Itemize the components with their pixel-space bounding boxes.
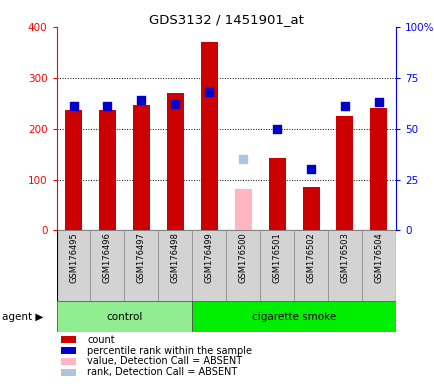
Bar bbox=[65, 110, 82, 230]
Point bbox=[138, 97, 145, 103]
Text: GSM176503: GSM176503 bbox=[340, 233, 349, 283]
Bar bbox=[167, 93, 184, 230]
Bar bbox=[260, 230, 293, 301]
Bar bbox=[56, 230, 90, 301]
Text: percentile rank within the sample: percentile rank within the sample bbox=[87, 346, 251, 356]
Bar bbox=[302, 187, 319, 230]
Bar bbox=[327, 230, 361, 301]
Point bbox=[171, 101, 178, 107]
Bar bbox=[124, 230, 158, 301]
Bar bbox=[201, 41, 217, 230]
Point bbox=[341, 103, 348, 109]
Bar bbox=[133, 105, 149, 230]
Point bbox=[375, 99, 381, 105]
Text: GSM176498: GSM176498 bbox=[171, 233, 179, 283]
Bar bbox=[56, 301, 192, 332]
Text: GSM176500: GSM176500 bbox=[238, 233, 247, 283]
Text: count: count bbox=[87, 335, 115, 345]
Bar bbox=[336, 116, 352, 230]
Point bbox=[205, 89, 212, 95]
Text: rank, Detection Call = ABSENT: rank, Detection Call = ABSENT bbox=[87, 367, 237, 377]
Point bbox=[307, 166, 314, 172]
Bar bbox=[90, 230, 124, 301]
Text: agent ▶: agent ▶ bbox=[2, 312, 43, 322]
Bar bbox=[192, 301, 395, 332]
Text: GSM176495: GSM176495 bbox=[69, 233, 78, 283]
Text: GSM176502: GSM176502 bbox=[306, 233, 315, 283]
Text: cigarette smoke: cigarette smoke bbox=[251, 312, 335, 322]
Bar bbox=[99, 110, 116, 230]
Text: GSM176496: GSM176496 bbox=[103, 233, 112, 283]
Text: GSM176497: GSM176497 bbox=[137, 233, 145, 283]
Point bbox=[104, 103, 111, 109]
Text: value, Detection Call = ABSENT: value, Detection Call = ABSENT bbox=[87, 356, 242, 366]
Bar bbox=[361, 230, 395, 301]
Bar bbox=[192, 230, 226, 301]
Title: GDS3132 / 1451901_at: GDS3132 / 1451901_at bbox=[148, 13, 303, 26]
Text: GSM176501: GSM176501 bbox=[272, 233, 281, 283]
Bar bbox=[268, 158, 285, 230]
Text: control: control bbox=[106, 312, 142, 322]
Text: GSM176499: GSM176499 bbox=[204, 233, 213, 283]
Bar bbox=[226, 230, 260, 301]
Text: GSM176504: GSM176504 bbox=[374, 233, 382, 283]
Point bbox=[70, 103, 77, 109]
Point bbox=[239, 156, 246, 162]
Bar bbox=[158, 230, 192, 301]
Bar bbox=[370, 108, 387, 230]
Bar bbox=[234, 189, 251, 230]
Bar bbox=[293, 230, 327, 301]
Point bbox=[273, 126, 280, 132]
